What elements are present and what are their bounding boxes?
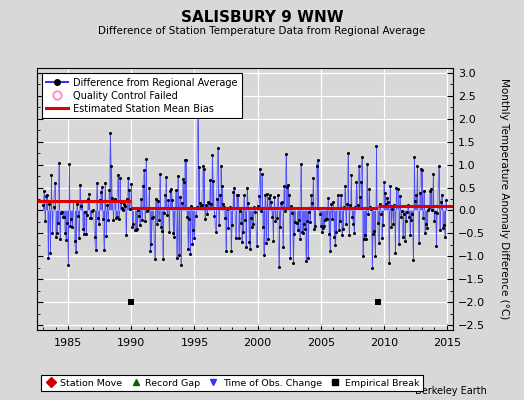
Y-axis label: Monthly Temperature Anomaly Difference (°C): Monthly Temperature Anomaly Difference (… bbox=[499, 78, 509, 320]
Text: 2015: 2015 bbox=[433, 338, 461, 348]
Text: SALISBURY 9 WNW: SALISBURY 9 WNW bbox=[181, 10, 343, 25]
Text: 2000: 2000 bbox=[244, 338, 271, 348]
Text: 1990: 1990 bbox=[117, 338, 146, 348]
Text: 1995: 1995 bbox=[180, 338, 209, 348]
Text: 1985: 1985 bbox=[54, 338, 82, 348]
Text: 2005: 2005 bbox=[307, 338, 335, 348]
Text: Difference of Station Temperature Data from Regional Average: Difference of Station Temperature Data f… bbox=[99, 26, 425, 36]
Text: 2010: 2010 bbox=[370, 338, 398, 348]
Legend: Difference from Regional Average, Quality Control Failed, Estimated Station Mean: Difference from Regional Average, Qualit… bbox=[41, 73, 242, 118]
Legend: Station Move, Record Gap, Time of Obs. Change, Empirical Break: Station Move, Record Gap, Time of Obs. C… bbox=[41, 375, 423, 391]
Text: Berkeley Earth: Berkeley Earth bbox=[416, 386, 487, 396]
